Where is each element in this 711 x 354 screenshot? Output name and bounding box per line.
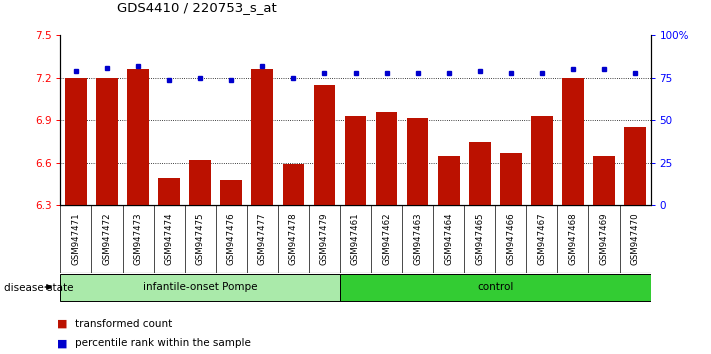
Bar [345,116,366,205]
Text: disease state: disease state [4,282,73,293]
Text: GDS4410 / 220753_s_at: GDS4410 / 220753_s_at [117,1,277,14]
Text: ■: ■ [57,319,68,329]
Bar [252,69,273,205]
Bar [340,274,651,301]
Text: GSM947463: GSM947463 [413,213,422,265]
Bar [469,142,491,205]
Bar [65,78,87,205]
Text: control: control [477,282,513,292]
Bar [593,156,615,205]
Bar [624,127,646,205]
Text: GSM947477: GSM947477 [258,213,267,265]
Bar [60,274,340,301]
Text: GSM947465: GSM947465 [475,213,484,265]
Text: ■: ■ [57,338,68,348]
Bar [375,112,397,205]
Text: GSM947467: GSM947467 [538,213,546,265]
Text: GSM947476: GSM947476 [227,213,236,265]
Text: GSM947466: GSM947466 [506,213,515,265]
Bar [314,85,336,205]
Text: infantile-onset Pompe: infantile-onset Pompe [143,282,257,292]
Text: GSM947470: GSM947470 [631,213,639,265]
Bar [96,78,118,205]
Bar [127,69,149,205]
Bar [220,180,242,205]
Text: GSM947472: GSM947472 [102,213,112,265]
Text: GSM947473: GSM947473 [134,213,143,265]
Text: GSM947468: GSM947468 [568,213,577,265]
Text: GSM947462: GSM947462 [382,213,391,265]
Bar [407,118,429,205]
Text: GSM947461: GSM947461 [351,213,360,265]
Bar [562,78,584,205]
Bar [189,160,211,205]
Text: GSM947479: GSM947479 [320,213,329,265]
Text: GSM947471: GSM947471 [72,213,80,265]
Text: GSM947478: GSM947478 [289,213,298,265]
Bar [438,156,459,205]
Text: transformed count: transformed count [75,319,172,329]
Text: GSM947474: GSM947474 [165,213,173,265]
Bar [159,178,180,205]
Bar [500,153,522,205]
Text: GSM947464: GSM947464 [444,213,453,265]
Text: GSM947475: GSM947475 [196,213,205,265]
Bar [282,164,304,205]
Text: percentile rank within the sample: percentile rank within the sample [75,338,250,348]
Text: GSM947469: GSM947469 [599,213,609,265]
Bar [531,116,552,205]
